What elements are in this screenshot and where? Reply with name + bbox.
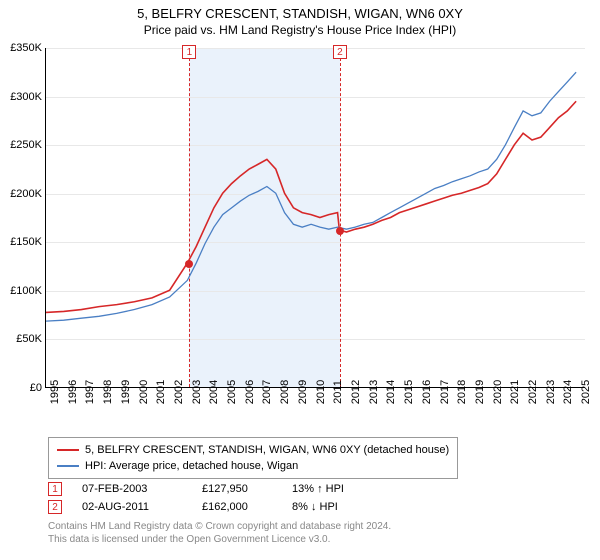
x-tick-label: 2016 [421,380,433,404]
series-line-price_paid [46,101,576,312]
x-tick-label: 2000 [138,380,150,404]
x-tick-label: 2001 [155,380,167,404]
footer-line-2: This data is licensed under the Open Gov… [48,533,391,546]
x-tick-label: 2017 [439,380,451,404]
x-tick-label: 2019 [474,380,486,404]
event-pct: 8% ↓ HPI [292,501,382,513]
event-number-box: 2 [48,500,62,514]
x-tick-label: 2012 [350,380,362,404]
x-tick-label: 2014 [385,380,397,404]
x-tick-label: 2005 [226,380,238,404]
y-tick-label: £150K [10,236,42,248]
event-row: 2 02-AUG-2011 £162,000 8% ↓ HPI [48,498,382,516]
x-tick-label: 2008 [279,380,291,404]
y-tick-label: £350K [10,42,42,54]
x-tick-label: 2015 [403,380,415,404]
footer-note: Contains HM Land Registry data © Crown c… [48,520,391,546]
event-row: 1 07-FEB-2003 £127,950 13% ↑ HPI [48,480,382,498]
x-tick-label: 2024 [562,380,574,404]
x-tick-label: 2009 [297,380,309,404]
y-tick-label: £200K [10,188,42,200]
chart-container: 5, BELFRY CRESCENT, STANDISH, WIGAN, WN6… [0,0,600,560]
x-tick-label: 2002 [173,380,185,404]
event-date: 07-FEB-2003 [82,483,182,495]
chart-subtitle: Price paid vs. HM Land Registry's House … [0,23,600,37]
y-tick-label: £300K [10,91,42,103]
chart-title: 5, BELFRY CRESCENT, STANDISH, WIGAN, WN6… [0,6,600,21]
x-tick-label: 2018 [456,380,468,404]
title-block: 5, BELFRY CRESCENT, STANDISH, WIGAN, WN6… [0,0,600,37]
x-tick-label: 2022 [527,380,539,404]
x-tick-label: 1995 [49,380,61,404]
x-tick-label: 2006 [244,380,256,404]
legend: 5, BELFRY CRESCENT, STANDISH, WIGAN, WN6… [48,437,458,479]
plot-area: 12 [45,48,585,388]
y-tick-label: £0 [30,382,42,394]
y-tick-label: £50K [16,333,42,345]
x-tick-label: 2021 [509,380,521,404]
footer-line-1: Contains HM Land Registry data © Crown c… [48,520,391,533]
event-date: 02-AUG-2011 [82,501,182,513]
event-price: £127,950 [202,483,272,495]
x-tick-label: 2004 [208,380,220,404]
x-tick-label: 2013 [368,380,380,404]
y-tick-label: £250K [10,139,42,151]
x-tick-label: 1996 [67,380,79,404]
x-tick-label: 1999 [120,380,132,404]
event-marker: 2 [333,45,347,59]
legend-label: 5, BELFRY CRESCENT, STANDISH, WIGAN, WN6… [85,444,449,456]
x-tick-label: 1997 [84,380,96,404]
y-tick-label: £100K [10,285,42,297]
x-tick-label: 2025 [580,380,592,404]
legend-item: 5, BELFRY CRESCENT, STANDISH, WIGAN, WN6… [57,442,449,458]
x-tick-label: 2023 [545,380,557,404]
event-dot [185,260,193,268]
x-tick-label: 2007 [261,380,273,404]
x-tick-label: 2003 [191,380,203,404]
event-pct: 13% ↑ HPI [292,483,382,495]
x-tick-label: 1998 [102,380,114,404]
x-tick-label: 2011 [332,380,344,404]
events-table: 1 07-FEB-2003 £127,950 13% ↑ HPI 2 02-AUG-201… [48,480,382,516]
legend-swatch [57,449,79,451]
legend-item: HPI: Average price, detached house, Wiga… [57,458,449,474]
event-dot [336,227,344,235]
x-tick-label: 2010 [315,380,327,404]
series-line-hpi [46,72,576,321]
chart-lines [46,48,585,387]
event-price: £162,000 [202,501,272,513]
event-number-box: 1 [48,482,62,496]
legend-swatch [57,465,79,467]
x-tick-label: 2020 [492,380,504,404]
event-marker: 1 [182,45,196,59]
legend-label: HPI: Average price, detached house, Wiga… [85,460,298,472]
